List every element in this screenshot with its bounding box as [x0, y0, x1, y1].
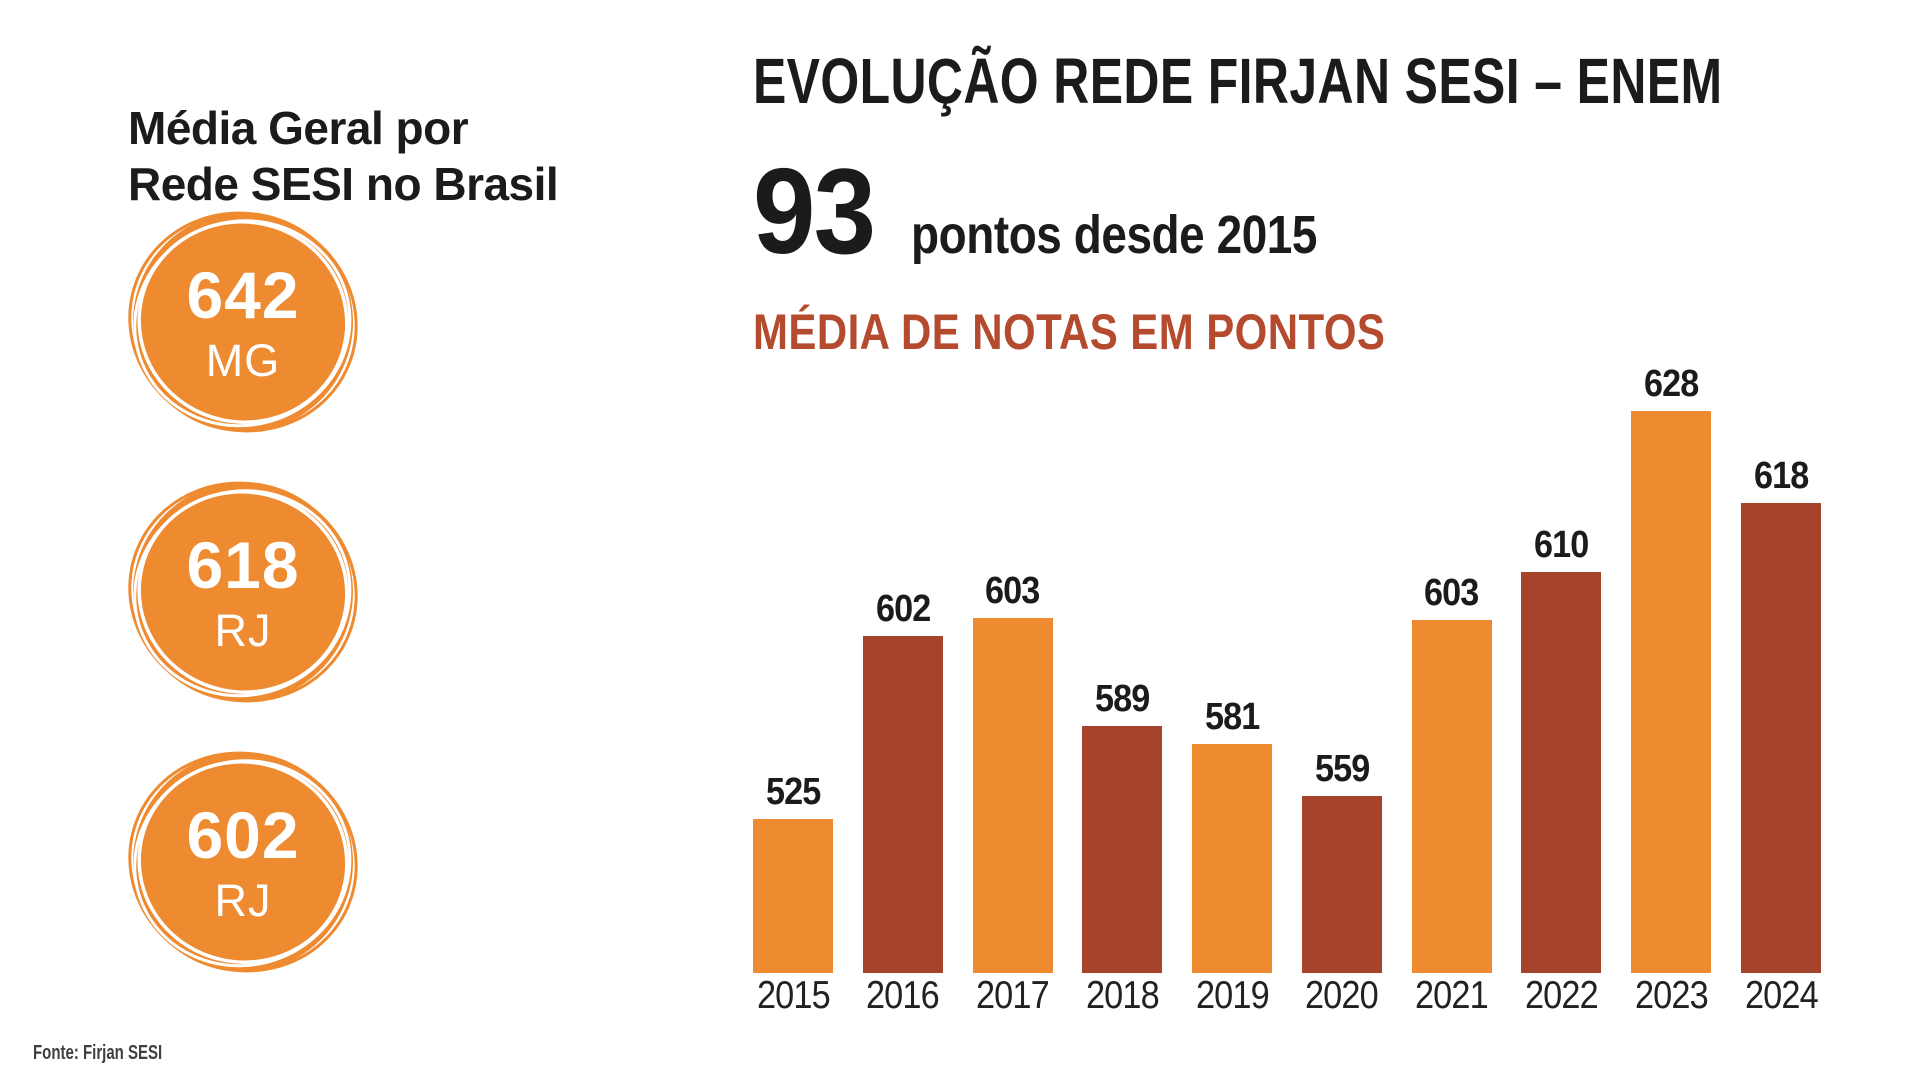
- bar-year-label: 2024: [1744, 974, 1818, 1017]
- bar-value-label: 559: [1314, 748, 1370, 790]
- bar-year-label: 2022: [1524, 974, 1599, 1017]
- source-note: Fonte: Firjan SESI: [33, 1042, 163, 1064]
- bar-value-label: 589: [1095, 678, 1150, 720]
- stat-highlight: 93 pontos desde 2015: [753, 150, 1388, 272]
- stat-number: 93: [753, 143, 876, 279]
- bar-year-label: 2018: [1085, 974, 1160, 1017]
- bar-year-label: 2021: [1415, 974, 1489, 1017]
- bar-value-label: 618: [1753, 455, 1809, 497]
- badge-score-value: 618: [186, 527, 300, 602]
- bar: [753, 819, 833, 973]
- bar: [1740, 503, 1821, 973]
- bar-year-label: 2023: [1634, 974, 1709, 1017]
- bar-column: 628 2023: [1631, 363, 1712, 1018]
- bar: [972, 618, 1053, 973]
- scribble-circle-icon: [128, 481, 358, 703]
- left-panel-title-line2: Rede SESI no Brasil: [128, 158, 559, 211]
- bar-value-label: 602: [875, 588, 931, 630]
- left-panel-title: Média Geral por Rede SESI no Brasil: [128, 100, 559, 212]
- score-badge-list: 642 MG 618 RJ 602 RJ: [123, 202, 363, 1012]
- bar-year-label: 2019: [1195, 974, 1270, 1017]
- bar-value-label: 603: [985, 570, 1040, 612]
- badge-region-label: RJ: [214, 604, 272, 656]
- left-panel-title-line1: Média Geral por: [128, 102, 469, 155]
- bar: [862, 636, 943, 973]
- bar-chart: 525 2015 602 2016 603 2017 589 2018 581 …: [753, 361, 1821, 1018]
- bar: [1521, 572, 1602, 973]
- bar-year-label: 2015: [756, 974, 831, 1017]
- bar-column: 589 2018: [1082, 678, 1163, 1018]
- bar-column: 559 2020: [1301, 748, 1382, 1018]
- bar-value-label: 610: [1534, 524, 1589, 566]
- stat-caption: pontos desde 2015: [910, 205, 1317, 265]
- bar-column: 618 2024: [1740, 455, 1821, 1018]
- bar-value-label: 525: [765, 771, 821, 813]
- bar-value-label: 628: [1643, 363, 1699, 405]
- scribble-circle-icon: [128, 211, 358, 433]
- bar-value-label: 603: [1424, 572, 1479, 614]
- score-badge: 642 MG: [123, 202, 363, 442]
- badge-score-value: 642: [186, 257, 300, 332]
- bar-year-label: 2020: [1305, 974, 1379, 1017]
- bar-column: 610 2022: [1521, 524, 1602, 1018]
- page-title: EVOLUÇÃO REDE FIRJAN SESI – ENEM: [753, 45, 1723, 117]
- badge-region-label: RJ: [214, 874, 272, 926]
- bar-column: 603 2021: [1411, 572, 1492, 1018]
- bar-column: 581 2019: [1192, 696, 1273, 1018]
- bar: [1301, 796, 1382, 973]
- bar-year-label: 2017: [976, 974, 1050, 1017]
- bar: [1082, 726, 1163, 973]
- bar: [1631, 411, 1712, 973]
- bar-year-label: 2016: [866, 974, 940, 1017]
- badge-score-value: 602: [186, 797, 300, 872]
- bar-column: 602 2016: [862, 588, 943, 1018]
- bar: [1192, 744, 1273, 973]
- bar-column: 603 2017: [972, 570, 1053, 1018]
- score-badge: 602 RJ: [123, 742, 363, 982]
- score-badge: 618 RJ: [123, 472, 363, 712]
- scribble-circle-icon: [128, 751, 358, 973]
- bar-column: 525 2015: [753, 772, 833, 1018]
- bar: [1411, 620, 1492, 973]
- badge-region-label: MG: [205, 334, 281, 386]
- chart-heading: MÉDIA DE NOTAS EM PONTOS: [753, 304, 1386, 360]
- bar-value-label: 581: [1204, 696, 1260, 738]
